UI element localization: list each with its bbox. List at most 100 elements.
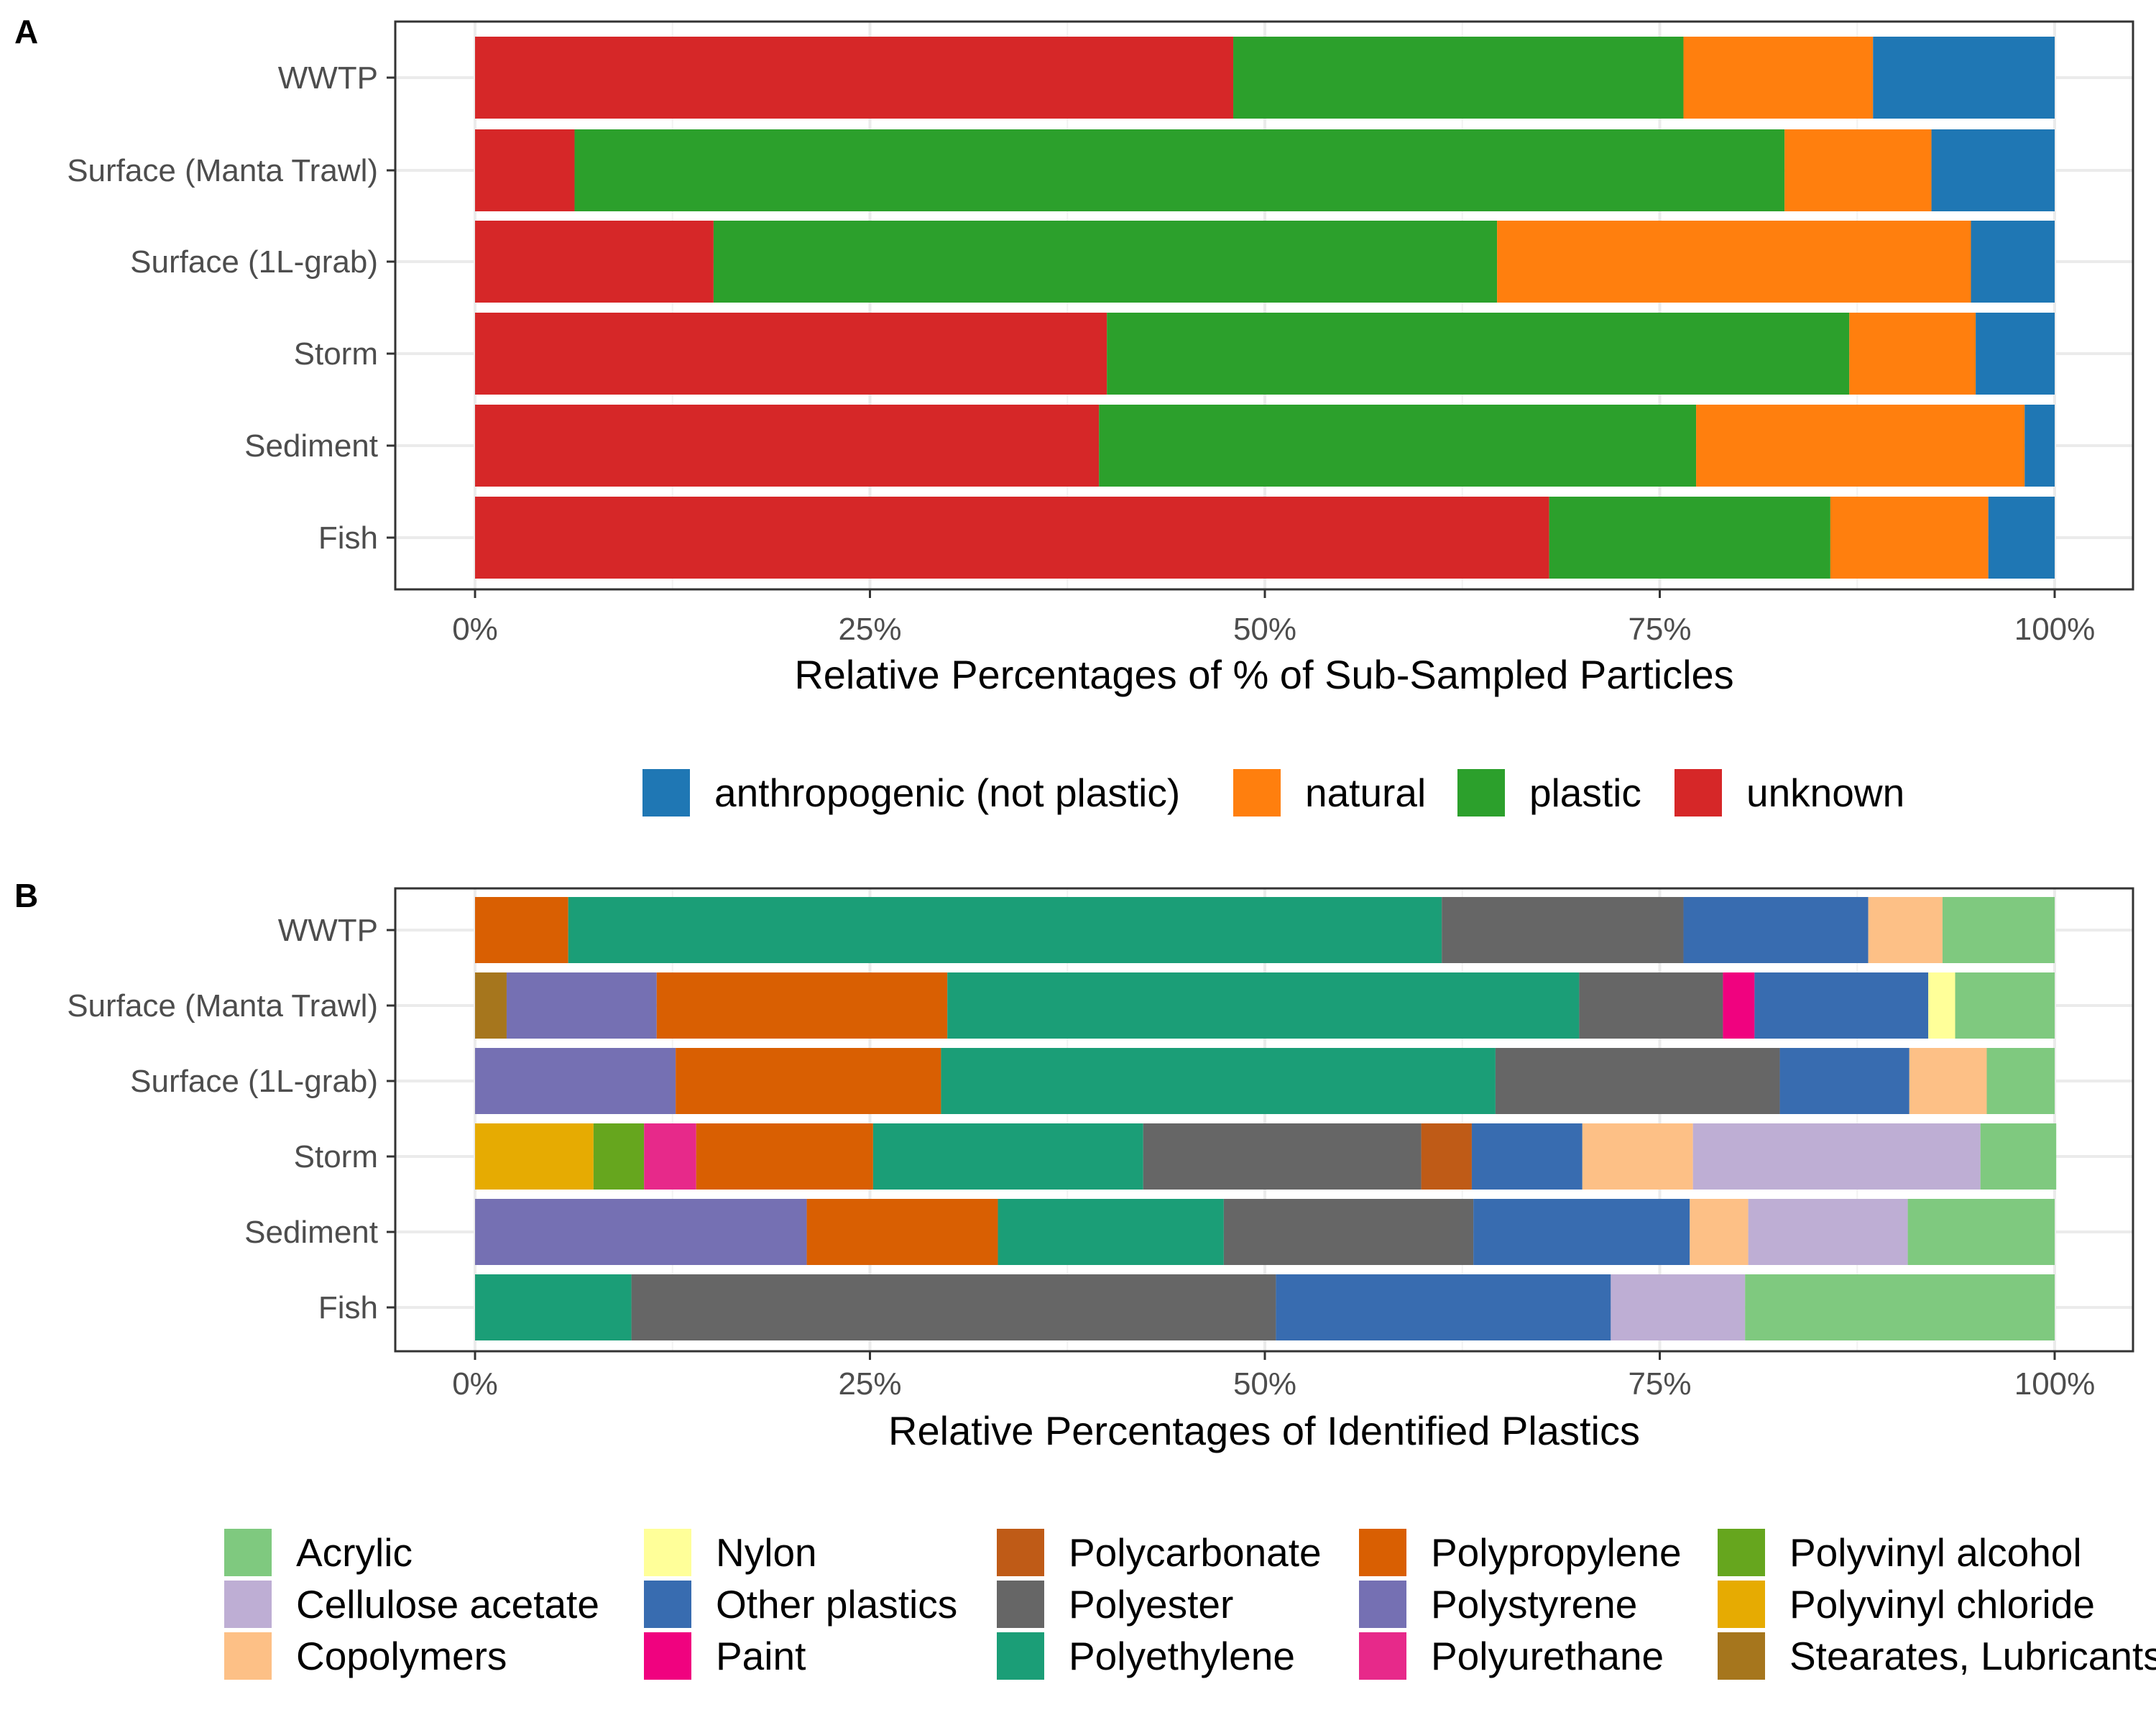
- bar-segment-other-plastics-surface-manta-trawl: [1754, 972, 1929, 1039]
- bar-segment-unknown-fish: [475, 497, 1549, 579]
- x-tick-label-50: 50%: [1233, 612, 1296, 647]
- x-tick-label-100: 100%: [2014, 1366, 2096, 1402]
- legend-swatch-stearates-lubricants: [1718, 1632, 1765, 1680]
- bar-segment-polyvinyl-alcohol-storm: [593, 1123, 645, 1190]
- bar-segment-cellulose-acetate-sediment: [1748, 1199, 1908, 1265]
- legend-label-polyurethane: Polyurethane: [1431, 1634, 1664, 1678]
- legend-label-polyvinyl-chloride: Polyvinyl chloride: [1789, 1582, 2095, 1627]
- x-axis-title: Relative Percentages of Identified Plast…: [888, 1408, 1640, 1453]
- legend: anthropogenic (not plastic) natural plasti…: [642, 769, 1904, 816]
- bar-segment-cellulose-acetate-storm: [1692, 1123, 1981, 1190]
- legend-swatch-unknown: [1674, 769, 1722, 816]
- legend-label-acrylic: Acrylic: [296, 1530, 413, 1575]
- legend-label-unknown: unknown: [1746, 770, 1904, 815]
- legend-swatch-cellulose-acetate: [224, 1581, 272, 1628]
- bar-segment-acrylic-surface-manta-trawl: [1955, 972, 2055, 1039]
- legend-label-other-plastics: Other plastics: [716, 1582, 957, 1627]
- bar-segment-natural-surface-1l-grab: [1497, 221, 1971, 303]
- bar-segment-polypropylene-surface-1l-grab: [676, 1048, 941, 1114]
- legend-swatch-paint: [644, 1632, 691, 1680]
- bar-segment-other-plastics-surface-1l-grab: [1779, 1048, 1909, 1114]
- bar-segment-natural-storm: [1849, 313, 1976, 395]
- y-axis-label-surface-manta-trawl: Surface (Manta Trawl): [67, 988, 378, 1024]
- legend-label-natural: natural: [1305, 770, 1426, 815]
- legend-label-paint: Paint: [716, 1634, 806, 1678]
- y-axis-label-surface-1l-grab: Surface (1L-grab): [130, 244, 378, 280]
- y-axis-label-storm: Storm: [294, 1139, 378, 1174]
- legend-label-polycarbonate: Polycarbonate: [1069, 1530, 1322, 1575]
- bar-segment-copolymers-wwtp: [1868, 897, 1943, 963]
- bar-segment-natural-fish: [1830, 497, 1989, 579]
- x-tick-label-0: 0%: [452, 612, 498, 647]
- legend-swatch-acrylic: [224, 1529, 272, 1576]
- bar-segment-natural-wwtp: [1683, 37, 1874, 119]
- y-axis-label-surface-1l-grab: Surface (1L-grab): [130, 1064, 378, 1099]
- bar-segment-polystyrene-sediment: [475, 1199, 807, 1265]
- legend-swatch-polycarbonate: [997, 1529, 1044, 1576]
- bar-segment-polyester-surface-1l-grab: [1495, 1048, 1780, 1114]
- bar-segment-cellulose-acetate-fish: [1611, 1274, 1746, 1340]
- bar-segment-polyethylene-storm: [872, 1123, 1143, 1190]
- bar-segment-polyester-sediment: [1223, 1199, 1474, 1265]
- panel-b: WWTP Surface (Manta Trawl) Surface (1L-gra…: [14, 877, 2156, 1680]
- bar-segment-anthropogenic-not-plastic-wwtp: [1873, 37, 2055, 119]
- bar-segment-anthropogenic-not-plastic-sediment: [2024, 405, 2055, 487]
- y-axis-label-surface-manta-trawl: Surface (Manta Trawl): [67, 153, 378, 188]
- legend-swatch-natural: [1233, 769, 1281, 816]
- bar-segment-plastic-fish: [1549, 497, 1830, 579]
- x-tick-label-75: 75%: [1628, 612, 1691, 647]
- y-axis-label-fish: Fish: [318, 1290, 378, 1325]
- bar-segment-nylon-surface-manta-trawl: [1928, 972, 1955, 1039]
- bar-segment-anthropogenic-not-plastic-surface-manta-trawl: [1931, 129, 2055, 211]
- bar-segment-polyethylene-surface-manta-trawl: [947, 972, 1580, 1039]
- bar-segment-polyethylene-wwtp: [568, 897, 1442, 963]
- legend-swatch-other-plastics: [644, 1581, 691, 1628]
- x-axis-title: Relative Percentages of % of Sub-Sampled…: [794, 652, 1733, 697]
- x-tick-label-0: 0%: [452, 1366, 498, 1402]
- bar-segment-acrylic-sediment: [1907, 1199, 2055, 1265]
- x-tick-label-100: 100%: [2014, 612, 2096, 647]
- legend-label-copolymers: Copolymers: [296, 1634, 507, 1678]
- panel-a: WWTP Surface (Manta Trawl) Surface (1L-gra…: [14, 13, 2134, 816]
- bar-segment-plastic-surface-manta-trawl: [574, 129, 1785, 211]
- bars: [475, 897, 2057, 1340]
- y-axis-label-sediment: Sediment: [244, 1215, 378, 1250]
- legend-label-polypropylene: Polypropylene: [1431, 1530, 1682, 1575]
- bar-segment-acrylic-wwtp: [1942, 897, 2055, 963]
- legend-swatch-polyester: [997, 1581, 1044, 1628]
- x-tick-label-25: 25%: [838, 1366, 901, 1402]
- legend-swatch-anthropogenic-not-plastic: [642, 769, 690, 816]
- x-tick-label-25: 25%: [838, 612, 901, 647]
- bar-segment-acrylic-fish: [1745, 1274, 2055, 1340]
- y-axis-label-fish: Fish: [318, 520, 378, 556]
- legend-label-polyethylene: Polyethylene: [1069, 1634, 1295, 1678]
- bar-segment-polyester-surface-manta-trawl: [1579, 972, 1723, 1039]
- bar-segment-anthropogenic-not-plastic-fish: [1988, 497, 2055, 579]
- bar-segment-paint-surface-manta-trawl: [1723, 972, 1755, 1039]
- bar-segment-unknown-wwtp: [475, 37, 1234, 119]
- legend-label-anthropogenic-not-plastic: anthropogenic (not plastic): [714, 770, 1180, 815]
- bar-segment-unknown-sediment: [475, 405, 1100, 487]
- bar-segment-anthropogenic-not-plastic-storm: [1976, 313, 2055, 395]
- bar-segment-copolymers-surface-1l-grab: [1909, 1048, 1987, 1114]
- legend-swatch-copolymers: [224, 1632, 272, 1680]
- bar-segment-unknown-storm: [475, 313, 1107, 395]
- bar-segment-polypropylene-sediment: [806, 1199, 998, 1265]
- legend-swatch-polyethylene: [997, 1632, 1044, 1680]
- legend: Acrylic Cellulose acetate Copolymers Nylon O…: [224, 1529, 2156, 1680]
- bar-segment-stearates-lubricants-surface-manta-trawl: [475, 972, 507, 1039]
- legend-swatch-polyurethane: [1359, 1632, 1406, 1680]
- legend-swatch-plastic: [1457, 769, 1505, 816]
- bar-segment-polypropylene-storm: [696, 1123, 873, 1190]
- bar-segment-polyester-fish: [631, 1274, 1276, 1340]
- bar-segment-polyethylene-fish: [475, 1274, 632, 1340]
- legend-swatch-nylon: [644, 1529, 691, 1576]
- y-axis-label-storm: Storm: [294, 336, 378, 372]
- bar-segment-other-plastics-storm: [1471, 1123, 1583, 1190]
- bar-segment-polyvinyl-chloride-storm: [475, 1123, 594, 1190]
- bar-segment-acrylic-surface-1l-grab: [1986, 1048, 2055, 1114]
- legend-label-cellulose-acetate: Cellulose acetate: [296, 1582, 599, 1627]
- bar-segment-polyester-storm: [1143, 1123, 1422, 1190]
- bar-segment-other-plastics-wwtp: [1683, 897, 1869, 963]
- bar-segment-polycarbonate-storm: [1421, 1123, 1472, 1190]
